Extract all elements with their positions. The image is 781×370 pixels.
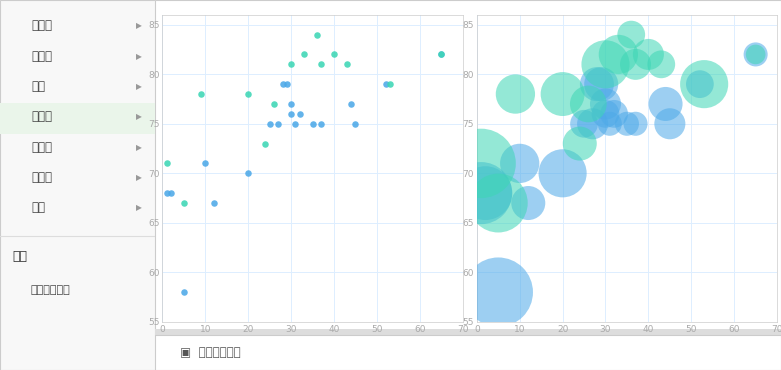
Point — [621, 121, 633, 127]
Point — [587, 121, 599, 127]
Text: 图表选项设置: 图表选项设置 — [31, 285, 70, 295]
Point — [750, 51, 762, 57]
Point — [160, 161, 173, 167]
Point — [475, 161, 487, 167]
Point — [315, 61, 327, 67]
Text: ▶: ▶ — [137, 52, 142, 61]
Bar — [155, 329, 781, 335]
Point — [573, 141, 586, 147]
Text: ▶: ▶ — [137, 143, 142, 152]
Bar — [0, 103, 155, 134]
Point — [475, 190, 487, 196]
Point — [298, 51, 310, 57]
Point — [276, 81, 289, 87]
Point — [294, 111, 306, 117]
Point — [285, 61, 298, 67]
Point — [259, 141, 272, 147]
Point — [698, 81, 711, 87]
Point — [194, 91, 207, 97]
Point — [349, 121, 362, 127]
Point — [272, 121, 284, 127]
Point — [578, 121, 590, 127]
Point — [285, 111, 298, 117]
Point — [655, 61, 668, 67]
Text: 组合图: 组合图 — [31, 171, 52, 184]
Text: ▣  导入示例数据: ▣ 导入示例数据 — [180, 346, 241, 359]
Point — [612, 51, 625, 57]
Text: ▶: ▶ — [137, 82, 142, 91]
Point — [345, 101, 358, 107]
Point — [280, 81, 293, 87]
Text: ▶: ▶ — [137, 204, 142, 212]
Point — [556, 170, 569, 176]
Point — [479, 190, 491, 196]
Point — [492, 289, 505, 295]
Point — [177, 200, 190, 206]
Point — [642, 51, 654, 57]
Point — [582, 101, 594, 107]
Point — [604, 121, 616, 127]
Point — [599, 101, 612, 107]
Point — [625, 32, 637, 38]
Text: 散点图: 散点图 — [31, 110, 52, 124]
Point — [160, 190, 173, 196]
Text: ▶: ▶ — [137, 21, 142, 30]
Point — [242, 170, 255, 176]
Point — [599, 111, 612, 117]
Point — [208, 200, 220, 206]
Point — [263, 121, 276, 127]
Point — [513, 161, 526, 167]
Point — [306, 121, 319, 127]
Point — [242, 91, 255, 97]
Point — [664, 121, 676, 127]
Point — [315, 121, 327, 127]
Point — [328, 51, 341, 57]
Point — [268, 101, 280, 107]
Point — [341, 61, 353, 67]
Point — [629, 61, 642, 67]
Point — [311, 32, 323, 38]
Point — [177, 289, 190, 295]
Text: 地图: 地图 — [31, 201, 45, 215]
Point — [285, 101, 298, 107]
Point — [289, 121, 301, 127]
Point — [380, 81, 392, 87]
Text: ▶: ▶ — [137, 112, 142, 121]
Point — [599, 61, 612, 67]
Point — [492, 200, 505, 206]
Text: 设置: 设置 — [12, 250, 27, 263]
Point — [165, 190, 177, 196]
Point — [750, 51, 762, 57]
Point — [629, 121, 642, 127]
Point — [522, 200, 534, 206]
Point — [556, 91, 569, 97]
Point — [608, 111, 620, 117]
Point — [509, 91, 522, 97]
Point — [595, 81, 608, 87]
Text: 饼图: 饼图 — [31, 80, 45, 93]
Text: ▶: ▶ — [137, 173, 142, 182]
Text: 树状图: 树状图 — [31, 141, 52, 154]
Point — [590, 81, 603, 87]
Point — [659, 101, 672, 107]
Point — [435, 51, 448, 57]
Point — [694, 81, 706, 87]
Text: 柱状图: 柱状图 — [31, 19, 52, 33]
Point — [383, 81, 396, 87]
Point — [435, 51, 448, 57]
Point — [199, 161, 212, 167]
Text: 折线图: 折线图 — [31, 50, 52, 63]
